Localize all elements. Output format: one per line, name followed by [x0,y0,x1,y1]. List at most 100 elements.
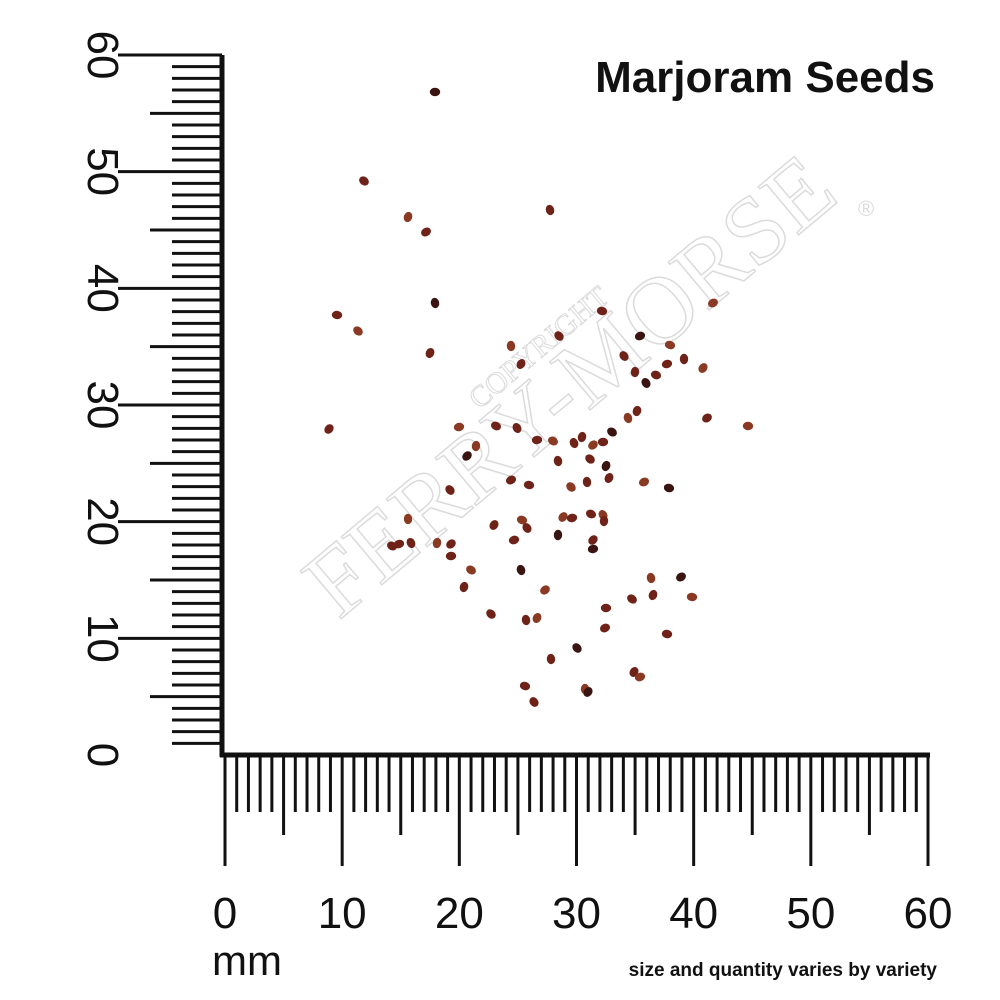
seed [634,331,646,341]
seed [604,473,614,483]
seed [353,326,363,336]
seed [446,539,456,549]
seed [548,436,558,446]
seed [577,431,587,443]
seed [471,440,481,452]
seed [445,551,457,561]
seed [707,298,719,308]
seed [632,405,642,417]
seed [587,544,599,554]
seed [432,537,442,549]
seed [661,359,673,369]
y-ruler-label: 10 [78,614,127,663]
seed [403,211,413,223]
y-ruler-label: 30 [78,381,127,430]
x-ruler-label: 40 [669,889,718,938]
seed [634,672,646,682]
note: size and quantity varies by variety [629,960,938,981]
seed [406,537,416,549]
seed [462,451,472,461]
x-ruler-label: 50 [786,889,835,938]
seed [569,437,579,449]
seed [540,585,550,595]
seed [686,592,698,602]
seed [522,523,532,533]
seed [490,421,502,431]
seed [601,460,611,472]
seed [445,485,455,495]
seed [664,340,676,350]
watermark-registered: ® [858,196,874,221]
seed [506,475,516,485]
seed [516,515,528,525]
y-ruler-label: 60 [78,31,127,80]
seed [702,413,712,423]
seed [698,363,708,373]
x-ruler-label: 0 [213,889,237,938]
seed [588,440,598,450]
seed [529,697,539,707]
seed [600,603,612,613]
seed [532,612,542,624]
seed [742,421,754,431]
ruler [118,53,930,866]
seed [393,539,405,549]
seed [661,629,673,639]
seed [453,422,465,432]
seed [597,437,609,447]
seed [546,653,556,665]
seed [596,306,608,316]
seed [516,564,526,576]
seed [607,427,617,437]
x-ruler-label: 10 [318,889,367,938]
seed [588,535,598,545]
x-ruler-label: 30 [552,889,601,938]
seed [521,614,531,626]
seed [519,681,531,691]
seed [430,297,440,309]
seed [429,87,441,97]
seed [585,454,595,464]
seed [630,366,640,378]
y-ruler-label: 40 [78,264,127,313]
seed [599,623,611,633]
seed [359,176,369,186]
y-ruler-label: 20 [78,497,127,546]
seed [421,227,431,237]
seed [566,482,576,492]
seed [646,572,656,584]
seed [331,310,343,320]
y-ruler-label: 0 [78,743,127,767]
seed [623,412,633,424]
seed [523,480,535,490]
seed [641,378,651,388]
seed [553,529,563,541]
seed [572,643,582,653]
seed [638,477,650,487]
seed [486,609,496,619]
seed [531,435,543,445]
seed [403,513,413,525]
seed [627,594,637,604]
seed [648,589,658,601]
seed [619,351,629,361]
seed [512,423,522,433]
seeds [324,87,754,707]
seed [324,424,334,434]
seed [425,347,435,359]
title: Marjoram Seeds [595,53,935,102]
seed [553,455,563,467]
seed [676,572,686,582]
seed [566,513,578,523]
seed [679,353,689,365]
seed [558,512,568,522]
seed [585,509,597,519]
seed [663,483,675,493]
y-ruler-label: 50 [78,147,127,196]
seed [459,581,469,593]
seed [508,535,520,545]
seed [506,340,516,352]
seed [583,687,593,697]
